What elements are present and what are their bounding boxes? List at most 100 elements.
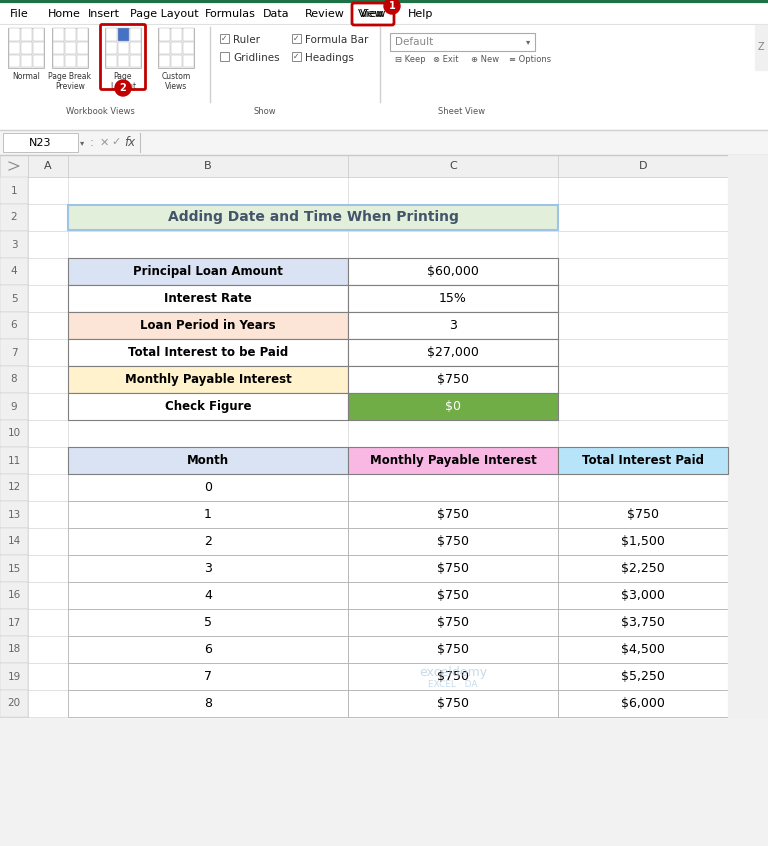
Text: $5,250: $5,250 xyxy=(621,670,665,683)
Text: 11: 11 xyxy=(8,455,21,465)
Text: 13: 13 xyxy=(8,509,21,519)
Text: 4: 4 xyxy=(11,266,18,277)
Text: 8: 8 xyxy=(11,375,18,384)
Bar xyxy=(0,501,28,528)
Text: Ruler: Ruler xyxy=(233,35,260,45)
Text: Check Figure: Check Figure xyxy=(165,400,251,413)
Text: 2: 2 xyxy=(120,83,127,93)
Bar xyxy=(118,29,128,41)
Bar xyxy=(21,41,31,54)
Text: 9: 9 xyxy=(11,402,18,411)
Text: 15%: 15% xyxy=(439,292,467,305)
Bar xyxy=(68,582,348,609)
Bar xyxy=(348,393,558,420)
Bar xyxy=(0,555,28,582)
Text: Normal: Normal xyxy=(12,72,40,81)
Text: N23: N23 xyxy=(28,138,51,147)
Bar xyxy=(728,155,768,177)
Bar xyxy=(130,29,141,41)
Text: $750: $750 xyxy=(437,589,469,602)
Bar xyxy=(183,55,194,68)
Bar xyxy=(0,636,28,663)
Text: 19: 19 xyxy=(8,672,21,682)
Bar xyxy=(0,420,28,447)
Text: 1: 1 xyxy=(11,185,18,195)
Text: $750: $750 xyxy=(437,373,469,386)
Text: exceldemy: exceldemy xyxy=(419,666,487,679)
Bar xyxy=(0,447,28,474)
Bar xyxy=(158,55,170,68)
Bar xyxy=(558,555,728,582)
Text: $4,500: $4,500 xyxy=(621,643,665,656)
Bar xyxy=(3,133,78,152)
Bar xyxy=(0,285,28,312)
Bar xyxy=(0,474,28,501)
Bar xyxy=(348,528,558,555)
Text: Sheet View: Sheet View xyxy=(439,107,485,116)
Text: $1,500: $1,500 xyxy=(621,535,665,548)
Text: 5: 5 xyxy=(11,294,18,304)
Text: Gridlines: Gridlines xyxy=(233,53,280,63)
Bar xyxy=(0,258,28,285)
Bar xyxy=(348,663,558,690)
Bar xyxy=(77,29,88,41)
Bar xyxy=(348,582,558,609)
Bar xyxy=(21,29,31,41)
Text: $750: $750 xyxy=(437,508,469,521)
Bar xyxy=(755,25,768,70)
Text: 5: 5 xyxy=(204,616,212,629)
Text: 7: 7 xyxy=(204,670,212,683)
Text: View: View xyxy=(359,9,386,19)
Bar xyxy=(32,55,44,68)
FancyBboxPatch shape xyxy=(352,3,394,25)
Bar xyxy=(348,609,558,636)
Text: ▾: ▾ xyxy=(526,37,530,47)
Bar xyxy=(0,339,28,366)
Bar xyxy=(68,205,558,230)
Text: Page Layout: Page Layout xyxy=(130,9,199,19)
Bar xyxy=(8,55,19,68)
Bar xyxy=(130,55,141,68)
Bar xyxy=(0,609,28,636)
Text: Default: Default xyxy=(395,37,433,47)
Text: Page Break
Preview: Page Break Preview xyxy=(48,72,91,91)
Bar xyxy=(348,155,558,177)
Bar xyxy=(220,52,229,61)
Text: 3: 3 xyxy=(11,239,18,250)
Bar xyxy=(65,29,75,41)
Text: ✓: ✓ xyxy=(293,52,300,61)
Text: Formulas: Formulas xyxy=(205,9,256,19)
Bar xyxy=(0,177,28,204)
Bar xyxy=(348,258,558,285)
Text: ⊗ Exit: ⊗ Exit xyxy=(433,56,458,64)
Bar xyxy=(348,555,558,582)
Text: 6: 6 xyxy=(204,643,212,656)
Text: View: View xyxy=(358,9,385,19)
Bar xyxy=(0,582,28,609)
Text: Total Interest to be Paid: Total Interest to be Paid xyxy=(128,346,288,359)
Circle shape xyxy=(115,80,131,96)
Text: 3: 3 xyxy=(449,319,457,332)
Text: 17: 17 xyxy=(8,618,21,628)
Bar xyxy=(348,501,558,528)
Bar xyxy=(348,366,558,393)
Bar xyxy=(558,663,728,690)
Text: 20: 20 xyxy=(8,699,21,708)
Bar xyxy=(0,231,28,258)
Bar xyxy=(348,447,558,474)
Text: Monthly Payable Interest: Monthly Payable Interest xyxy=(369,454,536,467)
Text: 6: 6 xyxy=(11,321,18,331)
Bar xyxy=(170,55,181,68)
Bar xyxy=(348,690,558,717)
Bar xyxy=(52,41,64,54)
Bar xyxy=(105,55,117,68)
Bar xyxy=(77,55,88,68)
Text: fx: fx xyxy=(124,136,136,149)
Text: 16: 16 xyxy=(8,591,21,601)
Text: $2,250: $2,250 xyxy=(621,562,665,575)
Bar xyxy=(130,41,141,54)
Bar xyxy=(348,285,558,312)
Bar xyxy=(28,177,728,717)
Text: Principal Loan Amount: Principal Loan Amount xyxy=(133,265,283,278)
Text: Z: Z xyxy=(758,42,764,52)
